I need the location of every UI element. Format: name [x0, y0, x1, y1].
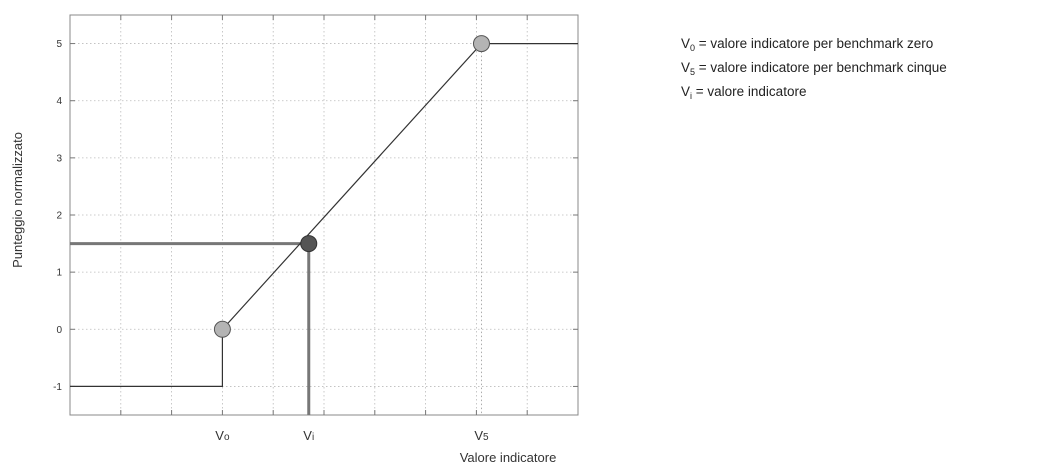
legend-v0: V0 = valore indicatore per benchmark zer… [681, 34, 947, 58]
chart: -1 0 1 2 3 4 5 Vo Vi V5 Punteggio normalizzato V… [10, 14, 579, 465]
legend: V0 = valore indicatore per benchmark zer… [681, 34, 947, 106]
y-tick-label: 3 [56, 153, 62, 164]
x-axis-label: Valore indicatore [460, 450, 557, 465]
legend-v5-sub: 5 [690, 67, 696, 77]
x-marker-label: Vi [303, 428, 314, 443]
x-marker-labels: Vo Vi V5 [215, 428, 489, 443]
legend-v0-symbol: V [681, 36, 691, 51]
y-axis-label: Punteggio normalizzato [10, 132, 25, 268]
marker-vi [300, 235, 318, 253]
y-tick-labels: -1 0 1 2 3 4 5 [53, 39, 62, 393]
markers [213, 35, 490, 338]
marker-v5 [472, 35, 490, 53]
legend-vi: Vi = valore indicatore [681, 82, 947, 106]
grid [70, 15, 578, 415]
legend-v0-sub: 0 [690, 43, 696, 53]
y-tick-label: 4 [56, 96, 62, 107]
legend-v5-text: = valore indicatore per benchmark cinque [695, 60, 947, 75]
legend-v5-symbol: V [681, 60, 691, 75]
highlight-lines [70, 242, 311, 415]
legend-v0-text: = valore indicatore per benchmark zero [695, 36, 934, 51]
legend-vi-text: = valore indicatore [692, 84, 807, 99]
y-tick-label: 5 [56, 39, 62, 50]
marker-v0 [213, 320, 231, 338]
y-tick-label: -1 [53, 382, 62, 393]
legend-vi-symbol: V [681, 84, 691, 99]
y-tick-label: 1 [56, 268, 62, 279]
x-marker-label: V5 [474, 428, 489, 443]
legend-vi-sub: i [690, 91, 693, 101]
x-marker-label: Vo [215, 428, 230, 443]
y-tick-label: 0 [56, 325, 62, 336]
y-tick-label: 2 [56, 211, 62, 222]
legend-v5: V5 = valore indicatore per benchmark cin… [681, 58, 947, 82]
